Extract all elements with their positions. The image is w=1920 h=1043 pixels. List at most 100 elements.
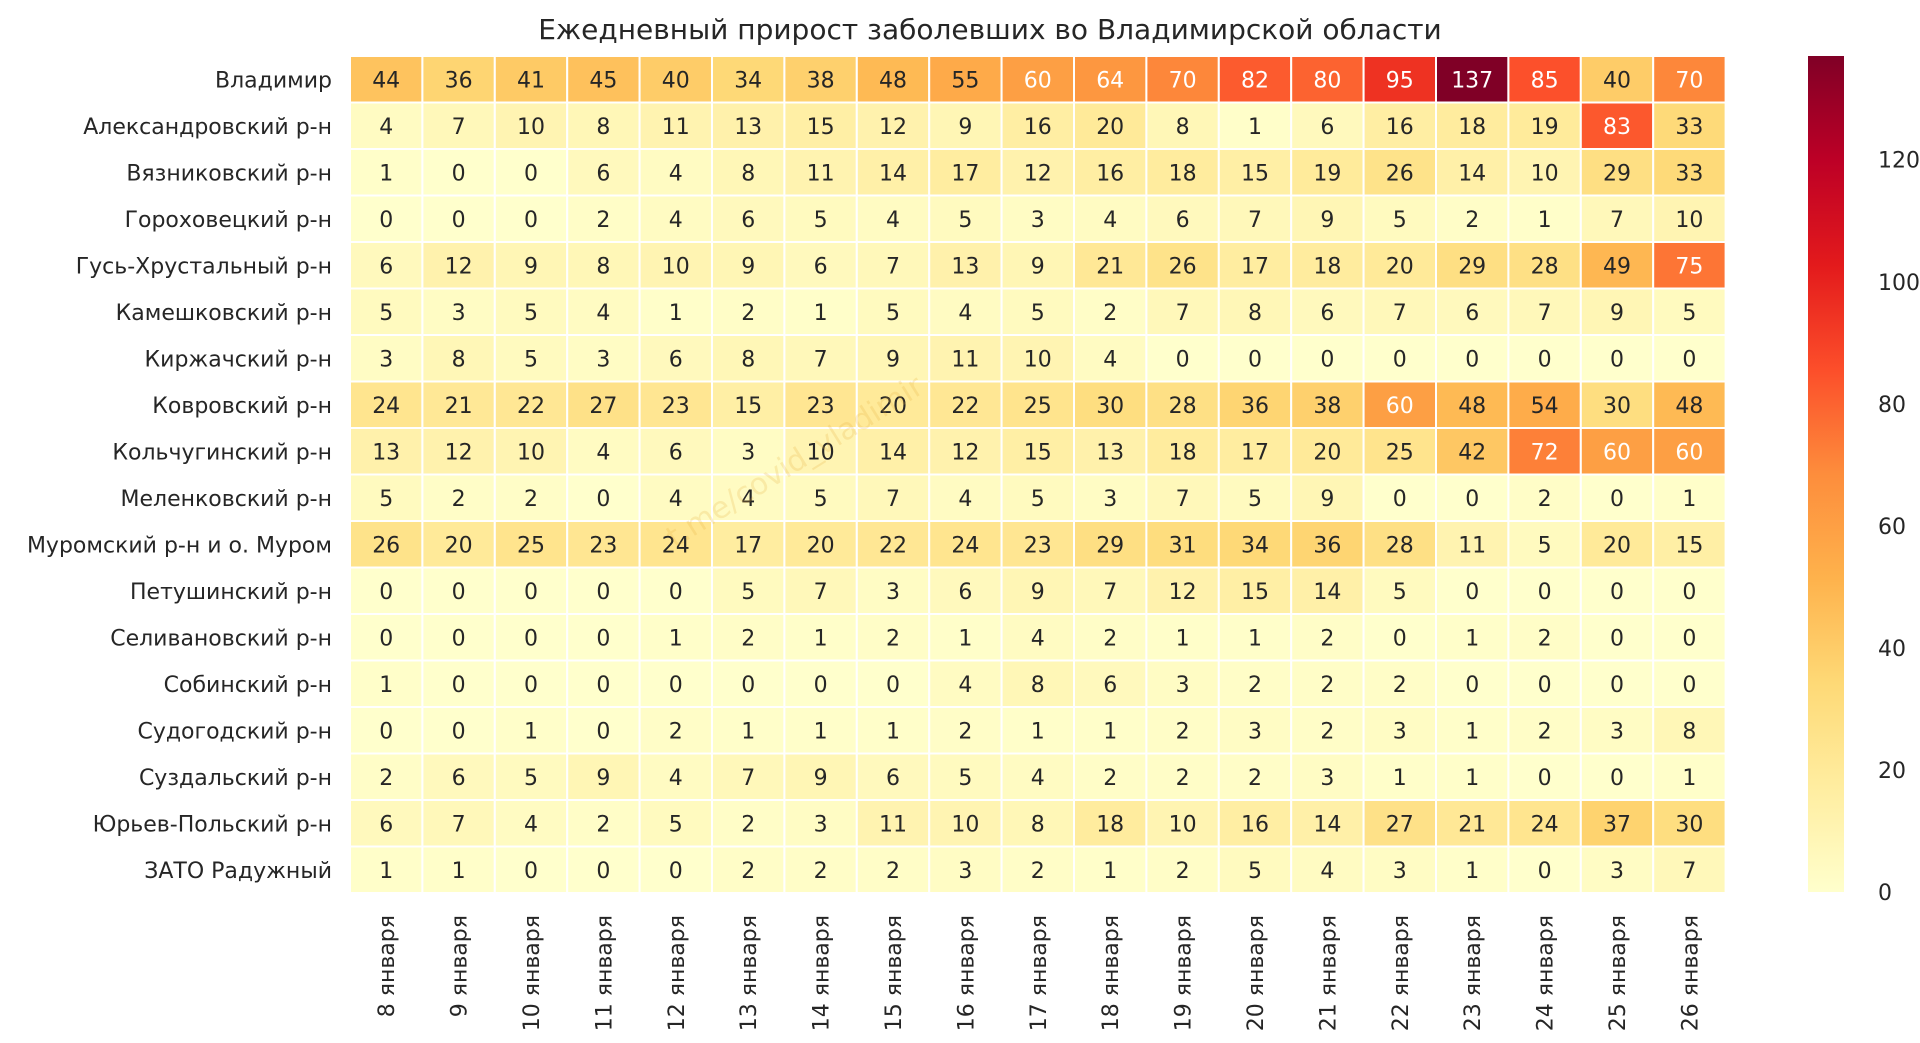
heatmap-cell (1362, 380, 1437, 429)
cell-value-label: 31 (1169, 533, 1197, 558)
heatmap-cell (638, 473, 713, 522)
cell-value-label: 2 (1248, 766, 1262, 791)
heatmap-cell (421, 845, 496, 894)
cell-value-label: 29 (1458, 254, 1486, 279)
cell-value-label: 10 (1169, 812, 1197, 837)
cell-value-label: 2 (452, 487, 466, 512)
heatmap-cell (1652, 566, 1727, 615)
column-label: 14 января (810, 915, 835, 1031)
cell-value-label: 4 (669, 161, 683, 186)
cell-value-label: 0 (669, 580, 683, 605)
cell-value-label: 38 (1313, 394, 1341, 419)
column-label: 17 января (1027, 915, 1052, 1031)
cell-value-label: 0 (596, 719, 610, 744)
cell-value-label: 8 (1031, 812, 1045, 837)
cell-value-label: 2 (1538, 626, 1552, 651)
cell-value-label: 5 (379, 301, 393, 326)
cell-value-label: 1 (1393, 766, 1407, 791)
cell-value-label: 11 (1458, 533, 1486, 558)
heatmap-cell (349, 473, 424, 522)
cell-value-label: 7 (814, 580, 828, 605)
cell-value-label: 48 (1458, 394, 1486, 419)
cell-value-label: 1 (1682, 487, 1696, 512)
heatmap-cell (928, 706, 1003, 755)
heatmap-cell (1073, 752, 1148, 801)
cell-value-label: 14 (879, 161, 907, 186)
cell-value-label: 1 (1682, 766, 1696, 791)
cell-value-label: 22 (879, 533, 907, 558)
cell-value-label: 6 (1176, 208, 1190, 233)
cell-value-label: 17 (951, 161, 979, 186)
heatmap-cell (566, 101, 641, 150)
cell-value-label: 3 (1320, 766, 1334, 791)
heatmap-cell (1652, 334, 1727, 383)
cell-value-label: 25 (1024, 394, 1052, 419)
heatmap-cell (711, 380, 786, 429)
cell-value-label: 4 (886, 208, 900, 233)
cell-value-label: 8 (1682, 719, 1696, 744)
cell-value-label: 0 (596, 673, 610, 698)
heatmap-cell (638, 752, 713, 801)
cell-value-label: 7 (814, 347, 828, 372)
cell-value-label: 4 (669, 766, 683, 791)
heatmap-cell (1145, 613, 1220, 662)
heatmap-cell (1579, 613, 1655, 662)
heatmap-cell (1000, 613, 1075, 662)
cell-value-label: 11 (951, 347, 979, 372)
heatmap-cell (1290, 55, 1365, 104)
cell-value-label: 12 (1024, 161, 1052, 186)
cell-value-label: 28 (1169, 394, 1197, 419)
heatmap-cell (1435, 845, 1510, 894)
heatmap-cell (1145, 334, 1220, 383)
column-label: 13 января (737, 915, 762, 1031)
cell-value-label: 38 (807, 68, 835, 93)
cell-value-label: 5 (669, 812, 683, 837)
cell-value-label: 8 (596, 115, 610, 140)
heatmap-cell (1507, 194, 1582, 243)
heatmap-cell (1579, 334, 1655, 383)
heatmap-cell (1652, 799, 1727, 848)
cell-value-label: 82 (1241, 68, 1269, 93)
heatmap-cell (349, 427, 424, 476)
cell-value-label: 24 (1531, 812, 1559, 837)
cell-value-label: 5 (524, 347, 538, 372)
cell-value-label: 9 (1031, 254, 1045, 279)
cell-value-label: 0 (669, 673, 683, 698)
cell-value-label: 13 (372, 440, 400, 465)
cell-value-label: 7 (452, 812, 466, 837)
cell-value-label: 1 (814, 301, 828, 326)
heatmap-cell (1579, 706, 1655, 755)
cell-value-label: 10 (951, 812, 979, 837)
cell-value-label: 16 (1386, 115, 1414, 140)
heatmap-cell (1435, 799, 1510, 848)
cell-value-label: 16 (1096, 161, 1124, 186)
heatmap-cell (1435, 194, 1510, 243)
cell-value-label: 11 (662, 115, 690, 140)
cell-value-label: 45 (589, 68, 617, 93)
cell-value-label: 4 (524, 812, 538, 837)
cell-value-label: 0 (524, 673, 538, 698)
heatmap-cell (1073, 194, 1148, 243)
cell-value-label: 0 (1610, 766, 1624, 791)
heatmap-cell (1073, 241, 1148, 290)
heatmap-cell (711, 566, 786, 615)
cell-value-label: 0 (1610, 673, 1624, 698)
cell-value-label: 1 (1538, 208, 1552, 233)
cell-value-label: 4 (1103, 347, 1117, 372)
cell-value-label: 30 (1603, 394, 1631, 419)
cell-value-label: 0 (1682, 673, 1696, 698)
colorbar-tick-label: 20 (1878, 759, 1906, 784)
cell-value-label: 1 (741, 719, 755, 744)
cell-value-label: 60 (1675, 440, 1703, 465)
cell-value-label: 0 (596, 487, 610, 512)
cell-value-label: 3 (1248, 719, 1262, 744)
cell-value-label: 29 (1603, 161, 1631, 186)
heatmap-cell (1579, 473, 1655, 522)
cell-value-label: 8 (1248, 301, 1262, 326)
row-label: Петушинский р-н (130, 580, 332, 605)
heatmap-cell (349, 706, 424, 755)
cell-value-label: 2 (1538, 719, 1552, 744)
cell-value-label: 0 (596, 859, 610, 884)
cell-value-label: 36 (445, 68, 473, 93)
row-labels: Владимир Александровский р-н Вязниковский … (27, 68, 332, 884)
